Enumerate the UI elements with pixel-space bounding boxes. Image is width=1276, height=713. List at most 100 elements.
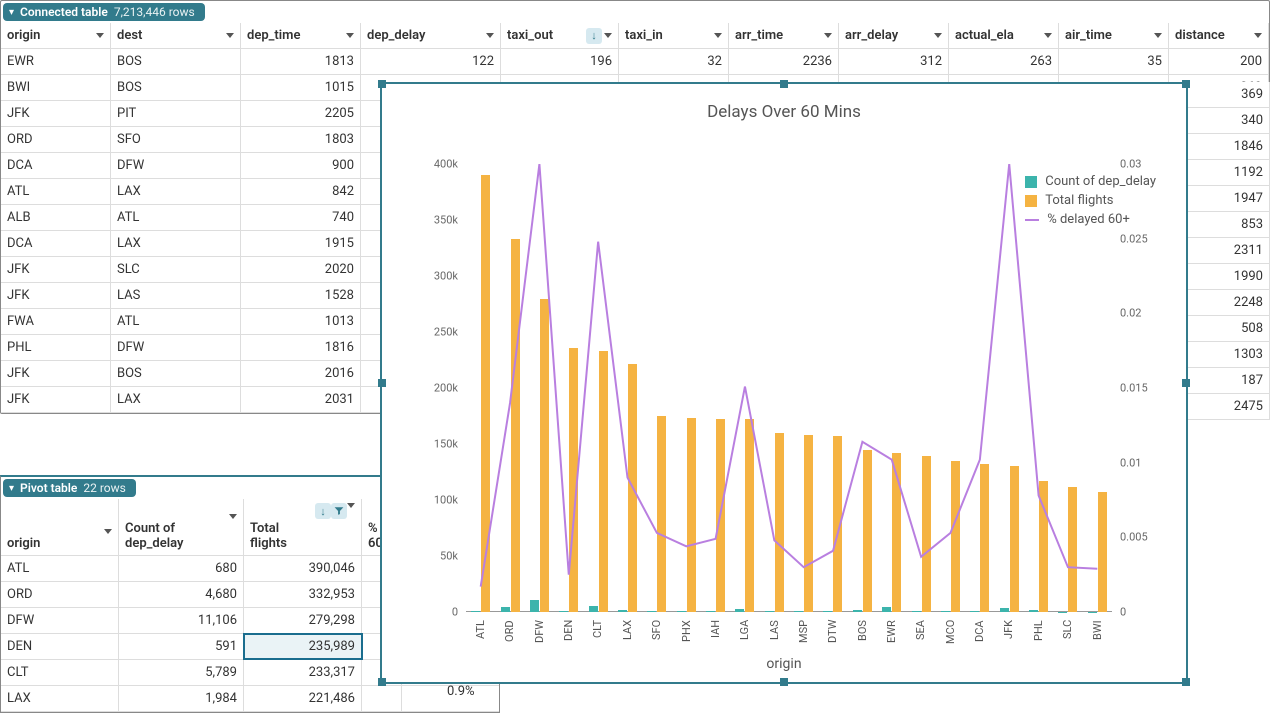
chevron-down-icon[interactable] (824, 33, 832, 38)
pivot-cell[interactable]: 233,317 (244, 660, 362, 685)
bar-teal[interactable] (471, 611, 480, 612)
bar-teal[interactable] (823, 611, 832, 612)
chevron-down-icon[interactable] (346, 33, 354, 38)
cell-dep_time[interactable]: 1803 (241, 127, 361, 152)
connected-table-badge[interactable]: ▾ Connected table 7,213,446 rows (3, 3, 205, 21)
chevron-down-icon[interactable] (1044, 33, 1052, 38)
cell-origin[interactable]: ORD (1, 127, 111, 152)
cell-dest[interactable]: PIT (111, 101, 241, 126)
cell-dep_time[interactable]: 1528 (241, 283, 361, 308)
chevron-down-icon[interactable] (604, 33, 612, 38)
cell-distance[interactable]: 1846 (1188, 134, 1270, 160)
cell-dest[interactable]: ATL (111, 309, 241, 334)
bar-orange[interactable] (892, 453, 901, 612)
chevron-down-icon[interactable] (96, 33, 104, 38)
cell-taxi_in[interactable]: 32 (619, 49, 729, 74)
cell-air_time[interactable]: 35 (1059, 49, 1169, 74)
column-header-distance[interactable]: distance (1169, 23, 1269, 48)
bar-teal[interactable] (589, 606, 598, 612)
cell-dep_time[interactable]: 2020 (241, 257, 361, 282)
cell-dest[interactable]: ATL (111, 205, 241, 230)
bar-orange[interactable] (540, 299, 549, 612)
cell-dep_time[interactable]: 740 (241, 205, 361, 230)
cell-origin[interactable]: ATL (1, 179, 111, 204)
cell-distance[interactable]: 369 (1188, 82, 1270, 108)
cell-distance[interactable]: 1947 (1188, 186, 1270, 212)
cell-distance[interactable]: 1990 (1188, 264, 1270, 290)
chevron-down-icon[interactable] (934, 33, 942, 38)
cell-distance[interactable]: 340 (1188, 108, 1270, 134)
cell-origin[interactable]: DCA (1, 231, 111, 256)
cell-distance[interactable]: 187 (1188, 368, 1270, 394)
cell-dest[interactable]: DFW (111, 153, 241, 178)
table-row[interactable]: EWRBOS181312219632223631226335200 (1, 49, 1269, 75)
bar-orange[interactable] (481, 175, 490, 612)
pivot-cell[interactable]: 235,989 (244, 634, 362, 659)
column-header-taxi_out[interactable]: taxi_out↓ (501, 23, 619, 48)
cell-origin[interactable]: JFK (1, 361, 111, 386)
bar-orange[interactable] (804, 435, 813, 612)
cell-origin[interactable]: BWI (1, 75, 111, 100)
resize-handle[interactable] (780, 80, 788, 88)
column-header-dep_delay[interactable]: dep_delay (361, 23, 501, 48)
cell-dep_time[interactable]: 1816 (241, 335, 361, 360)
sort-icon[interactable]: ↓ (586, 28, 602, 44)
chevron-down-icon[interactable] (1154, 33, 1162, 38)
bar-orange[interactable] (745, 419, 754, 612)
cell-origin[interactable]: FWA (1, 309, 111, 334)
resize-handle[interactable] (378, 379, 386, 387)
cell-origin[interactable]: JFK (1, 101, 111, 126)
bar-orange[interactable] (922, 456, 931, 612)
bar-teal[interactable] (765, 611, 774, 612)
column-header-dep_time[interactable]: dep_time (241, 23, 361, 48)
cell-distance[interactable]: 853 (1188, 212, 1270, 238)
bar-orange[interactable] (687, 418, 696, 612)
bar-teal[interactable] (1029, 610, 1038, 612)
resize-handle[interactable] (378, 80, 386, 88)
pivot-cell[interactable]: ORD (1, 582, 119, 607)
bar-teal[interactable] (618, 610, 627, 612)
cell-dest[interactable]: DFW (111, 335, 241, 360)
bar-orange[interactable] (1039, 481, 1048, 612)
chevron-down-icon[interactable] (714, 33, 722, 38)
pivot-cell[interactable]: 591 (119, 634, 244, 659)
cell-dep_time[interactable]: 1013 (241, 309, 361, 334)
pivot-cell[interactable]: 5,789 (119, 660, 244, 685)
bar-teal[interactable] (970, 611, 979, 613)
cell-origin[interactable]: ALB (1, 205, 111, 230)
pivot-cell[interactable]: 1,984 (119, 686, 244, 711)
bar-teal[interactable] (853, 610, 862, 612)
column-header-dest[interactable]: dest (111, 23, 241, 48)
cell-distance[interactable]: 2311 (1188, 238, 1270, 264)
pivot-row[interactable]: LAX1,984221,486 (1, 686, 499, 712)
cell-origin[interactable]: JFK (1, 387, 111, 412)
bar-teal[interactable] (1000, 608, 1009, 612)
pivot-table-badge[interactable]: ▾ Pivot table 22 rows (3, 479, 136, 497)
column-header-actual_ela[interactable]: actual_ela (949, 23, 1059, 48)
pivot-column-header[interactable]: ↓Totalflights (244, 499, 362, 555)
bar-orange[interactable] (833, 436, 842, 612)
bar-orange[interactable] (716, 419, 725, 612)
bar-orange[interactable] (628, 364, 637, 612)
filter-icon[interactable] (331, 503, 347, 519)
cell-distance[interactable]: 2475 (1188, 394, 1270, 420)
chevron-down-icon[interactable] (347, 503, 355, 508)
cell-dest[interactable]: SFO (111, 127, 241, 152)
cell-dep_time[interactable]: 2016 (241, 361, 361, 386)
bar-teal[interactable] (559, 611, 568, 612)
cell-dep_time[interactable]: 842 (241, 179, 361, 204)
bar-orange[interactable] (951, 461, 960, 612)
bar-teal[interactable] (912, 611, 921, 612)
resize-handle[interactable] (378, 678, 386, 686)
bar-orange[interactable] (1068, 487, 1077, 612)
cell-origin[interactable]: JFK (1, 283, 111, 308)
bar-orange[interactable] (1098, 492, 1107, 612)
bar-teal[interactable] (530, 600, 539, 612)
chevron-down-icon[interactable] (486, 33, 494, 38)
cell-dest[interactable]: SLC (111, 257, 241, 282)
bar-teal[interactable] (501, 607, 510, 612)
pivot-cell[interactable]: 279,298 (244, 608, 362, 633)
bar-teal[interactable] (706, 611, 715, 612)
cell-dep_time[interactable]: 1015 (241, 75, 361, 100)
pivot-cell[interactable]: 11,106 (119, 608, 244, 633)
